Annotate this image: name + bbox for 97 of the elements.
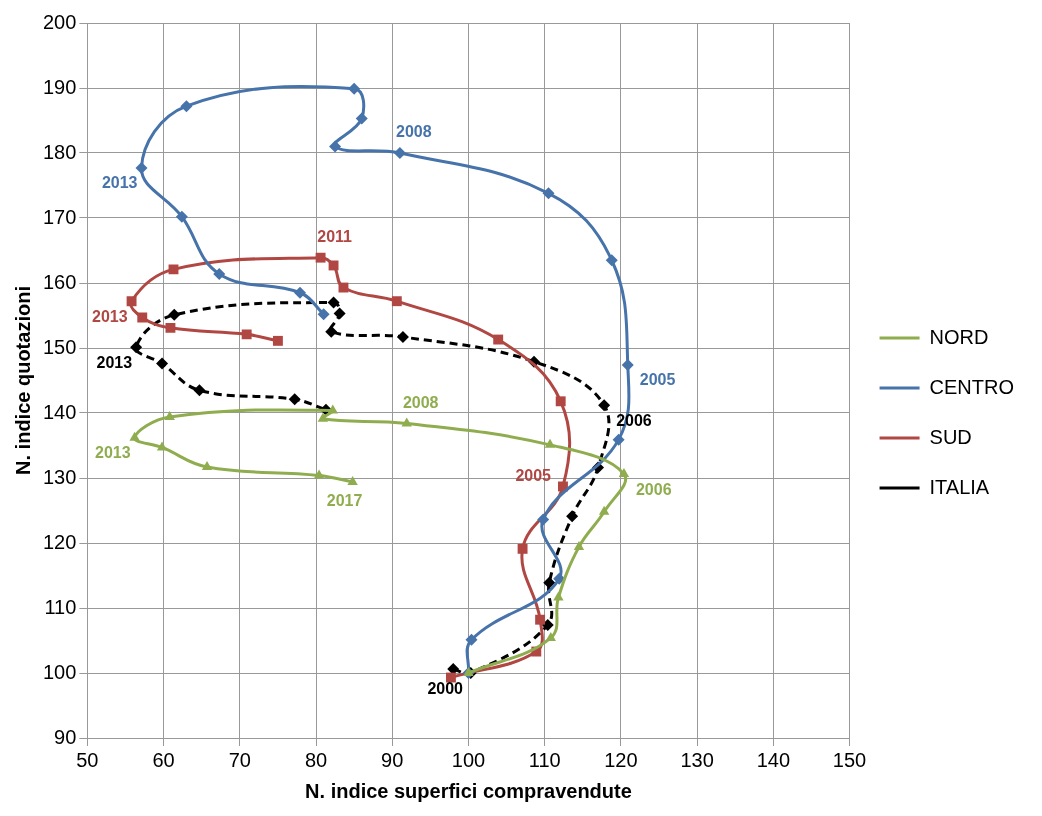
- point: [338, 282, 349, 293]
- point: [542, 187, 555, 200]
- point: [598, 399, 611, 412]
- point: [612, 433, 625, 446]
- point: [537, 513, 550, 526]
- x-tick-label: 120: [604, 748, 638, 771]
- annotation: 2013: [96, 353, 133, 371]
- x-tick-label: 70: [228, 748, 251, 771]
- annotation: 2005: [515, 466, 552, 484]
- x-tick-label: 110: [528, 748, 561, 771]
- point: [566, 510, 579, 523]
- point: [555, 396, 566, 407]
- point: [135, 161, 148, 174]
- annotation: 2008: [396, 123, 432, 141]
- point: [465, 633, 478, 646]
- y-tick-label: 90: [54, 725, 77, 748]
- annotation: 2013: [91, 307, 128, 325]
- point: [165, 322, 176, 333]
- point: [598, 505, 610, 515]
- point: [605, 254, 618, 267]
- legend-label: CENTRO: [929, 375, 1015, 398]
- annotation: 2005: [639, 371, 676, 389]
- point: [241, 329, 252, 340]
- point: [137, 312, 148, 323]
- annotation: 2006: [635, 480, 672, 498]
- y-tick-label: 130: [42, 465, 77, 488]
- point: [445, 672, 456, 683]
- point: [543, 576, 556, 589]
- point: [317, 308, 330, 321]
- y-tick-label: 140: [42, 400, 77, 423]
- point: [272, 335, 283, 346]
- point: [348, 82, 361, 95]
- annotation: 2000: [427, 679, 464, 697]
- annotation: 2013: [95, 444, 131, 462]
- point: [544, 438, 556, 448]
- y-axis-title: N. indice quotazioni: [11, 286, 34, 475]
- point: [175, 210, 188, 223]
- point: [201, 460, 213, 470]
- y-tick-label: 150: [42, 335, 77, 358]
- point: [164, 410, 175, 420]
- point: [317, 412, 329, 422]
- point: [329, 140, 342, 153]
- y-tick-label: 110: [44, 595, 77, 618]
- point: [401, 417, 412, 427]
- point: [168, 264, 179, 275]
- point: [288, 393, 301, 406]
- annotation: 2011: [317, 228, 353, 246]
- x-tick-label: 150: [832, 748, 867, 771]
- point: [130, 341, 143, 354]
- y-tick-label: 180: [42, 140, 77, 163]
- point: [180, 100, 193, 113]
- x-tick-label: 100: [451, 748, 486, 771]
- point: [315, 252, 326, 263]
- x-tick-label: 60: [152, 748, 175, 771]
- legend-label: ITALIA: [929, 475, 990, 498]
- y-tick-label: 200: [42, 10, 77, 33]
- legend-label: SUD: [929, 425, 972, 448]
- x-tick-label: 130: [680, 748, 714, 771]
- point: [294, 286, 307, 299]
- point: [156, 441, 168, 451]
- legend-label: NORD: [929, 325, 989, 348]
- point: [553, 591, 564, 601]
- point: [618, 468, 630, 478]
- y-tick-label: 170: [42, 205, 77, 228]
- point: [393, 147, 406, 159]
- x-axis-title: N. indice superfici compravendute: [305, 779, 632, 802]
- point: [493, 334, 504, 345]
- point: [156, 357, 169, 370]
- point: [391, 296, 402, 307]
- annotation: 2008: [402, 393, 439, 411]
- point: [327, 296, 340, 309]
- y-tick-label: 160: [42, 270, 77, 293]
- point: [347, 475, 358, 485]
- y-tick-label: 120: [42, 530, 77, 553]
- point: [517, 543, 528, 554]
- point: [168, 308, 181, 321]
- point: [541, 618, 554, 631]
- point: [313, 469, 325, 479]
- point: [535, 614, 546, 625]
- x-tick-label: 50: [76, 748, 99, 771]
- point: [573, 540, 585, 550]
- point: [213, 267, 226, 280]
- point: [129, 431, 140, 441]
- x-tick-label: 90: [381, 748, 404, 771]
- point: [355, 112, 368, 125]
- x-tick-label: 140: [756, 748, 791, 771]
- x-tick-label: 80: [304, 748, 328, 771]
- annotation: 2017: [326, 492, 363, 510]
- annotation: 2013: [101, 174, 138, 192]
- point: [396, 330, 409, 343]
- point: [193, 384, 206, 397]
- point: [126, 296, 137, 307]
- y-tick-label: 100: [42, 660, 77, 683]
- point: [333, 307, 346, 320]
- y-tick-label: 190: [42, 75, 77, 98]
- point: [328, 260, 339, 271]
- point: [545, 631, 556, 641]
